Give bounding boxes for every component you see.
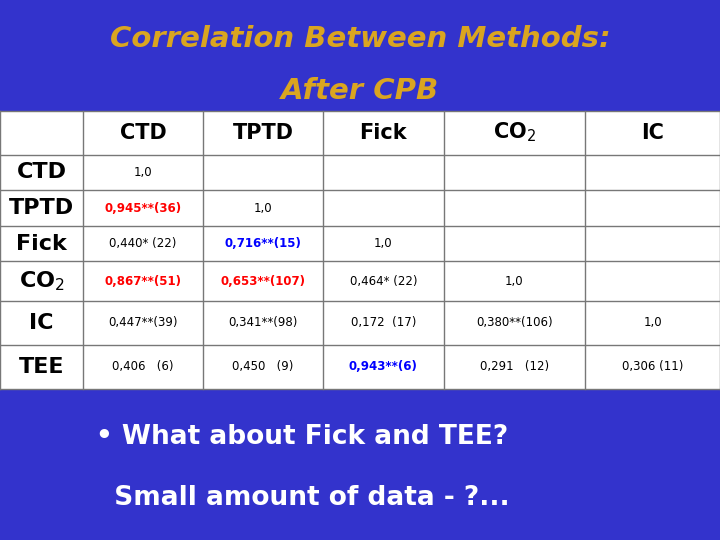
Text: 0,447**(39): 0,447**(39) <box>108 316 178 329</box>
Text: 1,0: 1,0 <box>134 166 152 179</box>
Text: 0,291   (12): 0,291 (12) <box>480 360 549 373</box>
Text: Fick: Fick <box>359 123 408 143</box>
Text: IC: IC <box>29 313 54 333</box>
Text: CTD: CTD <box>17 163 66 183</box>
Text: 0,653**(107): 0,653**(107) <box>220 275 306 288</box>
Text: TPTD: TPTD <box>233 123 294 143</box>
Text: • What about Fick and TEE?: • What about Fick and TEE? <box>96 424 508 450</box>
Text: 0,406   (6): 0,406 (6) <box>112 360 174 373</box>
Text: IC: IC <box>642 123 664 143</box>
Text: After CPB: After CPB <box>281 77 439 105</box>
Text: 0,867**(51): 0,867**(51) <box>104 275 181 288</box>
Text: Small amount of data - ?...: Small amount of data - ?... <box>96 485 509 511</box>
Text: 0,380**(106): 0,380**(106) <box>476 316 553 329</box>
Text: Correlation Between Methods:: Correlation Between Methods: <box>109 25 611 53</box>
Text: TEE: TEE <box>19 357 64 377</box>
Text: 1,0: 1,0 <box>644 316 662 329</box>
Text: 1,0: 1,0 <box>505 275 523 288</box>
Text: 0,450   (9): 0,450 (9) <box>233 360 294 373</box>
Text: CO$_2$: CO$_2$ <box>493 121 536 145</box>
Text: 0,943**(6): 0,943**(6) <box>349 360 418 373</box>
Text: 0,440* (22): 0,440* (22) <box>109 237 176 250</box>
Text: CTD: CTD <box>120 123 166 143</box>
Text: CO$_2$: CO$_2$ <box>19 269 64 293</box>
Text: 0,172  (17): 0,172 (17) <box>351 316 416 329</box>
Text: 1,0: 1,0 <box>374 237 392 250</box>
Text: 0,945**(36): 0,945**(36) <box>104 201 181 214</box>
Text: 0,464* (22): 0,464* (22) <box>350 275 417 288</box>
Text: 1,0: 1,0 <box>254 201 272 214</box>
Text: Fick: Fick <box>16 234 67 254</box>
Text: 0,306 (11): 0,306 (11) <box>622 360 683 373</box>
Text: TPTD: TPTD <box>9 198 74 218</box>
Text: 0,341**(98): 0,341**(98) <box>228 316 298 329</box>
Text: 0,716**(15): 0,716**(15) <box>225 237 302 250</box>
